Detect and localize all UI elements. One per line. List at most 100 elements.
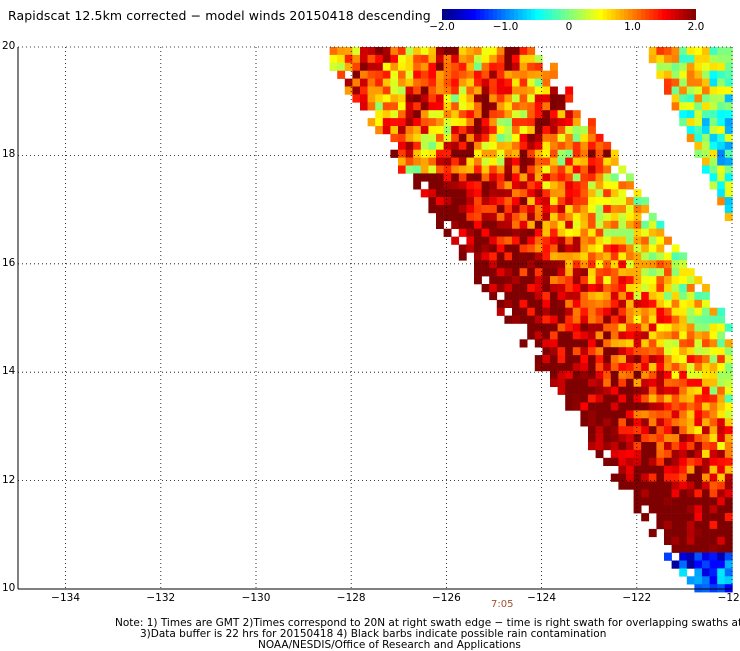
x-tick-label: −120	[717, 592, 740, 604]
heatmap-cell	[671, 513, 680, 522]
heatmap-cell	[550, 323, 558, 332]
heatmap-cell	[618, 402, 627, 411]
heatmap-cell	[474, 133, 482, 143]
heatmap-cell	[420, 118, 429, 127]
heatmap-cell	[572, 149, 581, 158]
heatmap-cell	[420, 78, 429, 87]
heatmap-cell	[542, 355, 551, 364]
heatmap-cell	[466, 220, 475, 229]
heatmap-cell	[679, 78, 688, 87]
heatmap-cell	[717, 70, 726, 79]
colorbar-segment	[615, 9, 621, 20]
heatmap-cell	[489, 236, 498, 245]
heatmap-cell	[565, 126, 574, 135]
heatmap-cell	[717, 149, 726, 158]
heatmap-cell	[724, 205, 733, 214]
heatmap-cell	[717, 536, 726, 545]
heatmap-cell	[664, 307, 672, 316]
heatmap-cell	[724, 568, 733, 577]
heatmap-cell	[648, 528, 657, 538]
heatmap-cell	[686, 323, 695, 332]
heatmap-cell	[481, 157, 490, 166]
heatmap-cell	[618, 481, 627, 490]
heatmap-cell	[694, 54, 703, 64]
heatmap-cell	[595, 236, 604, 245]
heatmap-cell	[405, 54, 414, 64]
heatmap-cell	[648, 402, 657, 411]
heatmap-cell	[557, 141, 566, 150]
heatmap-cell	[580, 355, 589, 364]
heatmap-cell	[671, 426, 680, 435]
heatmap-cell	[565, 236, 574, 245]
heatmap-cell	[626, 284, 634, 293]
heatmap-cell	[610, 276, 619, 285]
heatmap-cell	[557, 149, 566, 158]
heatmap-cell	[557, 197, 566, 206]
heatmap-cell	[527, 276, 536, 285]
heatmap-cell	[595, 260, 604, 269]
heatmap-cell	[656, 323, 665, 332]
heatmap-cell	[390, 54, 399, 64]
heatmap-cell	[679, 394, 688, 403]
heatmap-cell	[709, 307, 718, 316]
heatmap-cell	[618, 315, 627, 324]
heatmap-cell	[565, 212, 574, 222]
heatmap-cell	[550, 197, 558, 206]
heatmap-cell	[565, 315, 574, 324]
heatmap-cell	[656, 47, 665, 56]
heatmap-cell	[717, 434, 726, 443]
heatmap-cell	[512, 236, 520, 245]
heatmap-cell	[686, 299, 695, 308]
heatmap-cell	[352, 86, 361, 95]
heatmap-cell	[405, 126, 414, 135]
heatmap-cell	[664, 442, 672, 451]
colorbar-segment	[602, 9, 608, 20]
heatmap-cell	[360, 54, 368, 64]
heatmap-cell	[496, 228, 505, 237]
heatmap-cell	[610, 473, 619, 482]
heatmap-cell	[565, 197, 574, 206]
heatmap-cell	[702, 126, 710, 135]
heatmap-cell	[618, 473, 627, 482]
heatmap-cell	[428, 70, 437, 79]
heatmap-cell	[709, 442, 718, 451]
heatmap-cell	[572, 276, 581, 285]
heatmap-cell	[709, 102, 718, 111]
heatmap-cell	[626, 260, 634, 269]
heatmap-cell	[512, 118, 520, 127]
heatmap-cell	[420, 102, 429, 111]
heatmap-cell	[550, 260, 558, 269]
heatmap-cell	[694, 521, 703, 530]
heatmap-cell	[496, 47, 505, 56]
heatmap-cell	[496, 102, 505, 111]
heatmap-cell	[466, 110, 475, 119]
heatmap-cell	[542, 205, 551, 214]
heatmap-cell	[572, 315, 581, 324]
heatmap-cell	[686, 434, 695, 443]
heatmap-cell	[724, 54, 733, 64]
heatmap-cell	[588, 386, 596, 395]
heatmap-cell	[390, 94, 399, 103]
heatmap-cell	[489, 86, 498, 95]
heatmap-cell	[686, 331, 695, 340]
heatmap-cell	[664, 236, 672, 245]
heatmap-cell	[595, 418, 604, 427]
heatmap-cell	[534, 260, 543, 269]
heatmap-cell	[474, 126, 482, 135]
heatmap-cell	[610, 386, 619, 395]
heatmap-cell	[610, 442, 619, 451]
heatmap-cell	[428, 197, 437, 206]
heatmap-cell	[671, 331, 680, 340]
heatmap-cell	[375, 86, 384, 95]
heatmap-cell	[504, 94, 513, 103]
heatmap-cell	[451, 54, 460, 64]
heatmap-cell	[572, 110, 581, 119]
heatmap-cell	[474, 94, 482, 103]
heatmap-cell	[512, 54, 520, 64]
heatmap-cell	[679, 315, 688, 324]
heatmap-cell	[603, 442, 612, 451]
heatmap-cell	[626, 339, 634, 348]
colorbar-segment	[526, 9, 532, 20]
heatmap-cell	[443, 228, 452, 237]
heatmap-cell	[572, 157, 581, 166]
